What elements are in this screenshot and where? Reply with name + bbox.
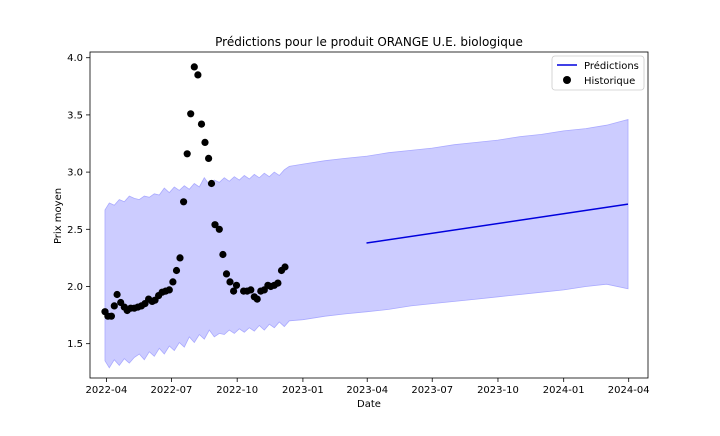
legend: Prédictions Historique <box>551 55 645 91</box>
data-point <box>281 263 289 271</box>
prediction-interval-band <box>104 118 629 369</box>
data-point <box>176 254 184 262</box>
historical-points <box>101 63 289 320</box>
data-point <box>219 250 227 259</box>
data-point <box>107 312 115 320</box>
legend-label-historique: Historique <box>584 76 635 87</box>
data-point <box>197 120 206 128</box>
x-tick-label: 2022-10 <box>216 385 258 396</box>
data-point <box>165 286 173 294</box>
prediction-interval <box>104 118 629 369</box>
chart-title: Prédictions pour le produit ORANGE U.E. … <box>215 35 523 49</box>
legend-label-predictions: Prédictions <box>584 60 639 72</box>
data-point <box>232 281 241 289</box>
legend-marker-swatch <box>563 76 571 84</box>
data-point <box>247 286 255 294</box>
data-point <box>207 179 216 188</box>
data-point <box>113 290 121 299</box>
prediction-line <box>366 203 629 244</box>
y-tick-label: 3.0 <box>67 168 83 179</box>
y-tick-label: 2.5 <box>67 225 83 236</box>
y-tick-label: 4.0 <box>67 53 83 64</box>
data-point <box>205 154 213 162</box>
data-point <box>226 278 234 286</box>
data-point <box>230 287 238 295</box>
y-tick-label: 3.5 <box>67 110 83 121</box>
x-tick-label: 2024-04 <box>608 385 650 396</box>
data-point <box>180 198 188 206</box>
x-axis-label: Date <box>357 399 381 410</box>
prediction-line-group <box>366 203 629 244</box>
y-axis-label: Prix moyen <box>53 188 64 244</box>
data-point <box>110 302 118 310</box>
x-tick-label: 2023-10 <box>477 385 519 396</box>
data-point <box>222 270 231 278</box>
x-axis-ticks: 2022-04 2022-07 2022-10 2023-01 2023-04 2023-… <box>86 378 650 396</box>
y-tick-label: 1.5 <box>67 339 83 350</box>
x-tick-label: 2023-07 <box>411 385 453 396</box>
y-tick-label: 2.0 <box>67 282 83 293</box>
x-tick-label: 2023-01 <box>282 385 324 396</box>
data-point <box>169 278 177 286</box>
data-point <box>183 150 191 158</box>
data-point <box>172 266 181 275</box>
x-tick-label: 2023-04 <box>346 385 388 396</box>
data-point <box>190 63 198 71</box>
x-tick-label: 2024-01 <box>543 385 585 396</box>
axes-frame <box>89 51 649 379</box>
data-point <box>194 71 202 79</box>
x-tick-label: 2022-07 <box>151 385 193 396</box>
x-tick-label: 2022-04 <box>86 385 128 396</box>
data-point <box>187 110 195 118</box>
data-point <box>211 221 219 229</box>
data-point <box>201 138 209 146</box>
data-point <box>253 295 261 303</box>
data-point <box>215 225 223 233</box>
data-point <box>274 279 282 287</box>
y-axis-ticks: 1.5 2.0 2.5 3.0 3.5 4.0 <box>67 53 90 350</box>
